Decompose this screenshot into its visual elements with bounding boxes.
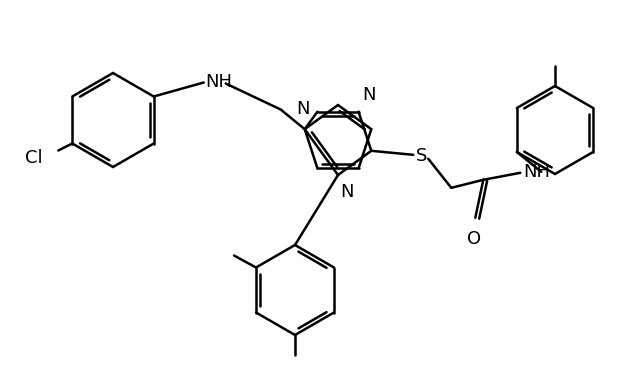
Text: NH: NH (524, 163, 550, 181)
Text: S: S (415, 147, 427, 165)
Text: N: N (363, 86, 376, 104)
Text: O: O (467, 230, 481, 248)
Text: NH: NH (205, 72, 233, 90)
Text: Cl: Cl (25, 149, 42, 167)
Text: N: N (296, 100, 309, 118)
Text: N: N (340, 183, 353, 201)
